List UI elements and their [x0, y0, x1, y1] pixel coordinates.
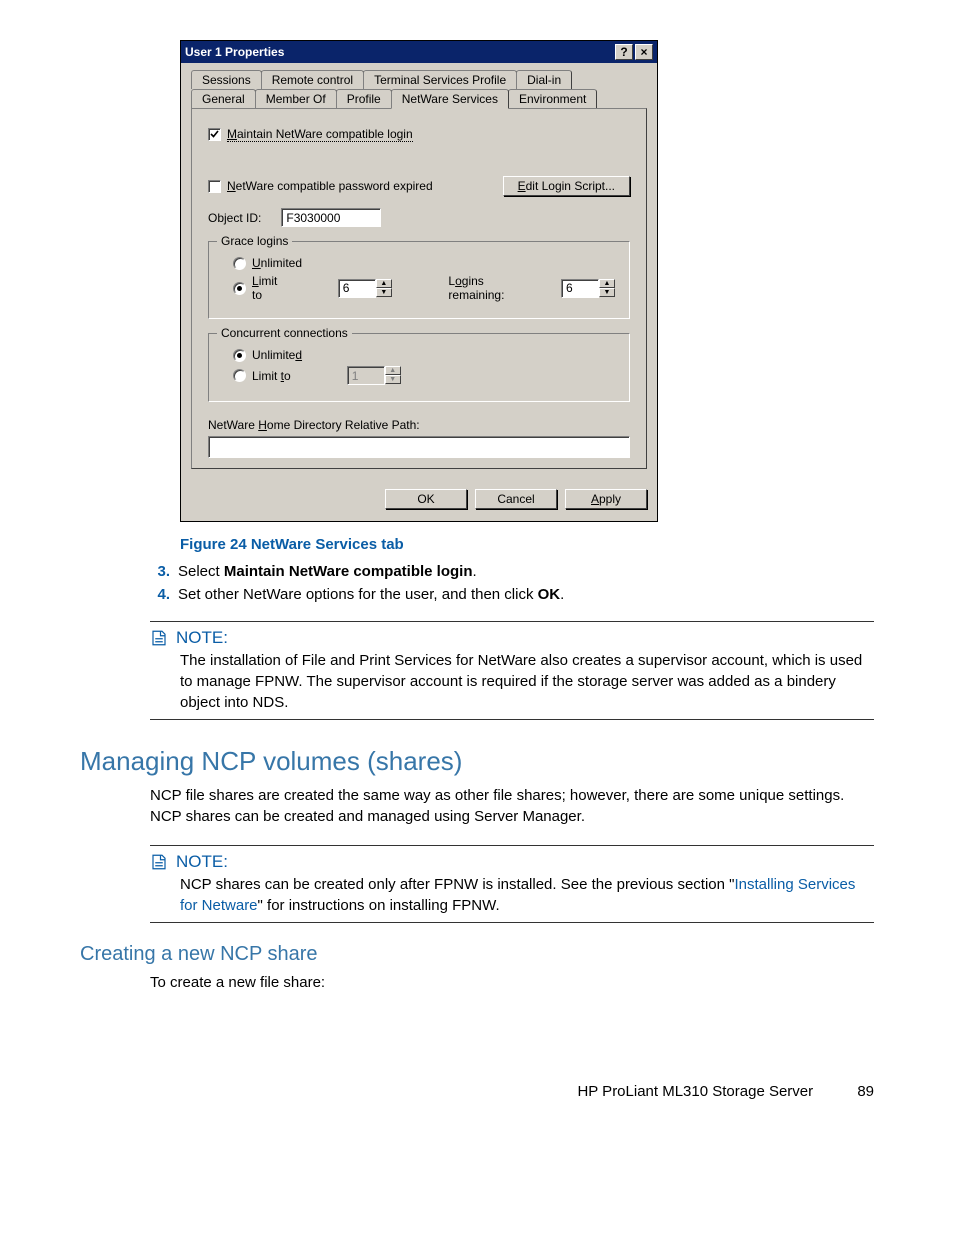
spin-down-icon: ▼	[385, 375, 401, 384]
tab-panel-netware: Maintain NetWare compatible login NetWar…	[191, 108, 647, 469]
tab-environment[interactable]: Environment	[508, 89, 597, 109]
concurrent-unlimited-label: Unlimited	[252, 348, 302, 362]
apply-button[interactable]: Apply	[565, 489, 647, 509]
page-footer: HP ProLiant ML310 Storage Server 89	[80, 1083, 874, 1100]
concurrent-unlimited-radio[interactable]	[233, 349, 246, 362]
note-block: NOTE: NCP shares can be created only aft…	[150, 845, 874, 923]
object-id-label: Object ID:	[208, 211, 261, 225]
concurrent-limit-spinner: ▲▼	[347, 366, 401, 385]
titlebar[interactable]: User 1 Properties ? ×	[181, 41, 657, 63]
edit-login-script-button[interactable]: Edit Login Script...	[503, 176, 630, 196]
concurrent-connections-group: Concurrent connections Unlimited Limit t…	[208, 333, 630, 402]
tab-profile[interactable]: Profile	[336, 89, 392, 109]
grace-unlimited-label: Unlimited	[252, 256, 302, 270]
list-item: 4. Set other NetWare options for the use…	[150, 586, 874, 603]
spin-down-icon[interactable]: ▼	[376, 288, 392, 297]
note-label: NOTE:	[176, 628, 228, 648]
close-button[interactable]: ×	[635, 44, 653, 60]
note-icon	[150, 629, 168, 647]
note-block: NOTE: The installation of File and Print…	[150, 621, 874, 720]
user-properties-dialog: User 1 Properties ? × Sessions Remote co…	[180, 40, 658, 522]
spin-down-icon[interactable]: ▼	[599, 288, 615, 297]
logins-remaining-label: LLogins remaining:	[448, 274, 533, 302]
grace-limit-radio[interactable]	[233, 282, 246, 295]
cancel-button[interactable]: Cancel	[475, 489, 557, 509]
grace-limit-value[interactable]	[338, 279, 376, 298]
concurrent-legend: Concurrent connections	[217, 326, 352, 340]
tab-sessions[interactable]: Sessions	[191, 70, 262, 89]
tabs: Sessions Remote control Terminal Service…	[191, 69, 647, 469]
step-number: 3.	[150, 563, 170, 580]
home-path-input[interactable]	[208, 436, 630, 458]
grace-unlimited-radio[interactable]	[233, 257, 246, 270]
note-body: The installation of File and Print Servi…	[180, 650, 874, 713]
page-number: 89	[857, 1083, 874, 1100]
note-body: NCP shares can be created only after FPN…	[180, 874, 874, 916]
tab-dialin[interactable]: Dial-in	[516, 70, 572, 89]
spin-up-icon[interactable]: ▲	[376, 279, 392, 288]
note-label: NOTE:	[176, 852, 228, 872]
tab-netware-services[interactable]: NetWare Services	[391, 89, 509, 109]
tab-terminal-services[interactable]: Terminal Services Profile	[363, 70, 517, 89]
note-icon	[150, 853, 168, 871]
grace-limit-label: Limit to	[252, 274, 287, 302]
maintain-login-checkbox[interactable]	[208, 128, 221, 141]
logins-remaining-spinner[interactable]: ▲▼	[561, 279, 615, 298]
window-title: User 1 Properties	[185, 45, 615, 59]
tab-remote-control[interactable]: Remote control	[261, 70, 364, 89]
home-path-label: NetWare Home Directory Relative Path:	[208, 418, 630, 432]
concurrent-limit-radio[interactable]	[233, 369, 246, 382]
password-expired-label: NetWare compatible password expired	[227, 179, 433, 193]
figure-caption: Figure 24 NetWare Services tab	[180, 536, 874, 553]
spin-up-icon[interactable]: ▲	[599, 279, 615, 288]
section-heading: Managing NCP volumes (shares)	[80, 746, 874, 777]
logins-remaining-value[interactable]	[561, 279, 599, 298]
grace-logins-legend: Grace logins	[217, 234, 292, 248]
tab-general[interactable]: General	[191, 89, 256, 109]
subsection-heading: Creating a new NCP share	[80, 943, 874, 966]
grace-limit-spinner[interactable]: ▲▼	[338, 279, 392, 298]
list-item: 3. Select Maintain NetWare compatible lo…	[150, 563, 874, 580]
step-number: 4.	[150, 586, 170, 603]
object-id-field	[281, 208, 381, 227]
footer-product: HP ProLiant ML310 Storage Server	[577, 1083, 813, 1100]
body-text: To create a new file share:	[150, 972, 874, 993]
concurrent-limit-value	[347, 366, 385, 385]
body-text: NCP file shares are created the same way…	[150, 785, 874, 827]
help-button[interactable]: ?	[615, 44, 633, 60]
ok-button[interactable]: OK	[385, 489, 467, 509]
password-expired-checkbox[interactable]	[208, 180, 221, 193]
spin-up-icon: ▲	[385, 366, 401, 375]
tab-member-of[interactable]: Member Of	[255, 89, 337, 109]
maintain-login-label: Maintain NetWare compatible login	[227, 127, 413, 142]
grace-logins-group: Grace logins Unlimited Limit to ▲▼	[208, 241, 630, 319]
concurrent-limit-label: Limit to	[252, 369, 291, 383]
